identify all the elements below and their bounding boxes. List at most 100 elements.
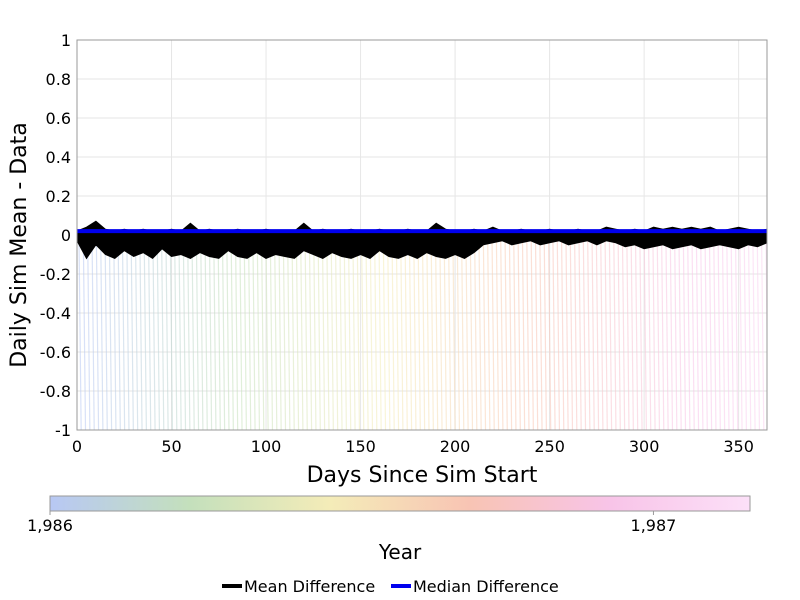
ensemble-trace	[191, 232, 195, 430]
ensemble-trace	[665, 231, 669, 430]
ensemble-trace	[113, 230, 117, 430]
colorbar-tick-label: 1,986	[27, 516, 73, 535]
ensemble-trace	[478, 232, 482, 430]
ensemble-trace	[339, 229, 343, 430]
ensemble-trace	[591, 229, 595, 430]
ensemble-trace	[78, 229, 82, 430]
legend: Mean Difference Median Difference	[222, 577, 559, 596]
ensemble-trace	[752, 232, 756, 430]
x-tick-label: 300	[629, 437, 660, 456]
y-tick-label: -0.4	[40, 304, 71, 323]
ensemble-trace	[473, 230, 478, 430]
colorbar-tick-label: 1,987	[631, 516, 677, 535]
ensemble-trace	[130, 231, 134, 430]
ensemble-trace	[765, 231, 767, 384]
ensemble-trace	[230, 231, 234, 430]
ensemble-trace	[608, 232, 613, 430]
y-tick-label: 0.6	[46, 109, 71, 128]
ensemble-trace	[391, 231, 395, 430]
ensemble-trace	[656, 232, 661, 430]
ensemble-trace	[695, 229, 700, 430]
y-ticks: 1 0.8 0.6 0.4 0.2 0 -0.2 -0.4 -0.6 -0.8 -1	[40, 31, 71, 440]
ensemble-trace	[204, 233, 208, 430]
ensemble-trace	[634, 230, 639, 430]
ensemble-trace	[630, 232, 634, 430]
x-tick-label: 350	[723, 437, 754, 456]
y-tick-label: -0.6	[40, 343, 71, 362]
ensemble-trace	[600, 230, 604, 430]
ensemble-trace	[543, 229, 547, 430]
ensemble-trace	[447, 229, 452, 430]
ensemble-trace	[300, 232, 304, 430]
ensemble-trace	[691, 233, 695, 430]
ensemble-trace	[147, 230, 152, 430]
ensemble-trace	[573, 232, 578, 430]
ensemble-trace	[421, 230, 426, 430]
ensemble-trace	[186, 229, 191, 430]
ensemble-trace	[121, 232, 126, 430]
ensemble-trace	[639, 229, 643, 430]
ensemble-trace	[321, 232, 326, 430]
ensemble-trace	[208, 229, 213, 430]
colorbar-ticks: 1,986 1,987	[27, 511, 676, 535]
ensemble-trace	[595, 233, 600, 430]
ensemble-trace	[647, 229, 652, 430]
ensemble-trace	[86, 232, 91, 430]
ensemble-trace	[404, 232, 408, 430]
ensemble-trace	[386, 229, 391, 430]
ensemble-trace	[682, 230, 687, 430]
ensemble-trace	[165, 230, 169, 430]
y-tick-label: 0	[61, 226, 71, 245]
ensemble-trace	[417, 232, 421, 430]
ensemble-trace	[160, 229, 165, 430]
ensemble-trace	[617, 231, 621, 430]
ensemble-trace	[734, 230, 739, 430]
ensemble-trace	[521, 231, 526, 430]
ensemble-trace	[621, 232, 626, 430]
ensemble-trace	[730, 230, 734, 430]
ensemble-trace	[334, 233, 339, 430]
ensemble-trace	[265, 232, 269, 430]
ensemble-trace	[304, 229, 308, 430]
ensemble-trace	[552, 230, 556, 430]
ensemble-trace	[530, 229, 534, 430]
ensemble-trace	[313, 231, 317, 430]
ensemble-trace	[426, 230, 430, 430]
ensemble-trace	[678, 232, 682, 430]
ensemble-trace	[687, 230, 691, 430]
ensemble-trace	[430, 232, 434, 430]
ensemble-trace	[534, 232, 539, 430]
ensemble-traces	[78, 229, 767, 430]
mean-difference-series	[77, 220, 767, 260]
ensemble-trace	[482, 229, 487, 430]
ensemble-trace	[513, 233, 517, 430]
ensemble-trace	[439, 231, 443, 430]
ensemble-trace	[504, 230, 508, 430]
ensemble-trace	[517, 229, 521, 430]
legend-label-mean: Mean Difference	[244, 577, 375, 596]
ensemble-trace	[356, 232, 361, 430]
ensemble-trace	[156, 233, 161, 430]
y-tick-label: 0.2	[46, 187, 71, 206]
ensemble-trace	[556, 230, 561, 430]
y-tick-label: -0.8	[40, 382, 71, 401]
ensemble-trace	[369, 232, 374, 430]
ensemble-trace	[247, 230, 252, 430]
ensemble-trace	[743, 229, 747, 430]
legend-label-median: Median Difference	[413, 577, 559, 596]
ensemble-trace	[569, 231, 574, 430]
x-axis-title: Days Since Sim Start	[307, 463, 538, 488]
plot-border	[76, 39, 768, 431]
ensemble-trace	[700, 231, 704, 430]
colorbar	[49, 495, 751, 512]
y-tick-label: 1	[61, 31, 71, 50]
ensemble-trace	[282, 229, 287, 430]
ensemble-trace	[760, 232, 765, 430]
ensemble-trace	[139, 229, 143, 430]
ensemble-trace	[726, 232, 730, 430]
ensemble-trace	[673, 229, 678, 430]
ensemble-trace	[491, 231, 495, 430]
ensemble-trace	[660, 229, 665, 430]
ensemble-trace	[252, 232, 256, 430]
ensemble-trace	[326, 230, 330, 430]
